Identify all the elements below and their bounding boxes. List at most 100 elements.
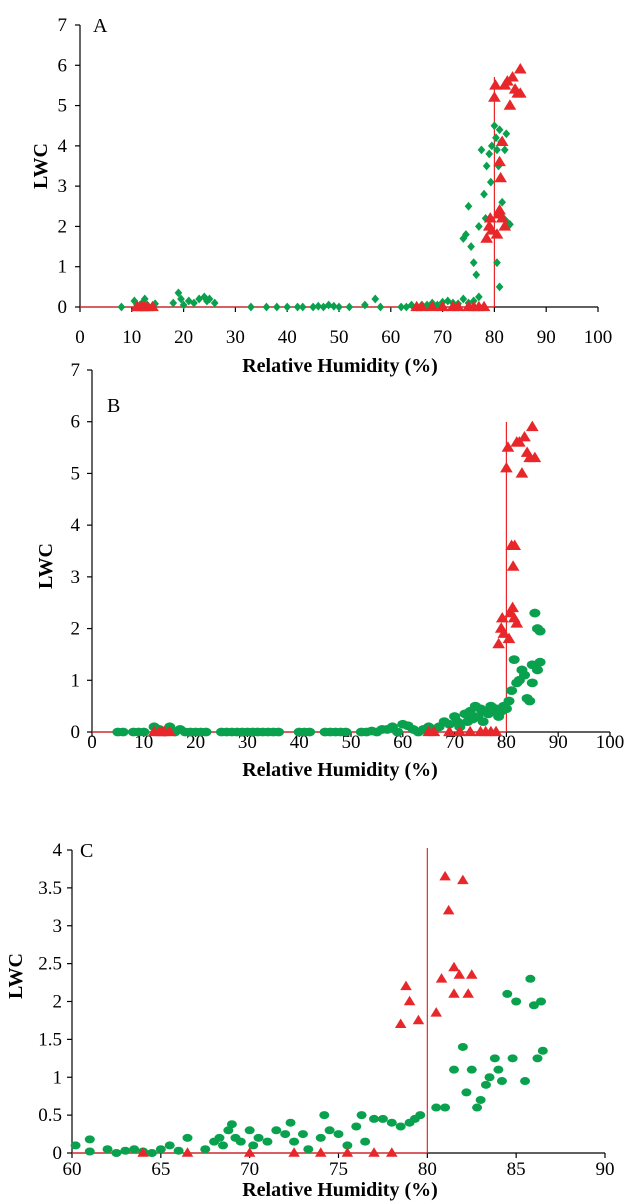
y-tick-label: 3.5 [38, 878, 62, 899]
x-tick-label: 30 [238, 732, 257, 753]
data-point [526, 678, 538, 688]
data-point [218, 1141, 229, 1150]
data-point [494, 171, 507, 183]
data-point [402, 302, 411, 312]
data-point [480, 232, 493, 243]
data-point [528, 451, 542, 463]
panel-a-ylabel: LWC [30, 143, 52, 189]
data-point [536, 997, 547, 1006]
data-point [243, 1147, 256, 1157]
x-tick-label: 60 [63, 1159, 82, 1180]
panel-c-ylabel: LWC [5, 953, 27, 999]
data-point [304, 727, 316, 737]
data-point [459, 294, 468, 304]
y-tick-label: 1 [53, 1067, 63, 1088]
data-point [477, 300, 491, 312]
data-point [489, 79, 502, 90]
data-point [506, 220, 514, 229]
data-point [534, 626, 546, 636]
data-point [169, 298, 178, 308]
x-tick-label: 70 [240, 1159, 259, 1180]
data-point [111, 1149, 122, 1157]
data-point [280, 1130, 291, 1139]
data-point [235, 1137, 246, 1146]
data-point [489, 725, 503, 737]
y-tick-label: 2.5 [38, 954, 62, 975]
data-point [179, 300, 188, 310]
y-tick-label: 1.5 [38, 1029, 62, 1050]
data-point [501, 441, 515, 452]
x-tick-label: 20 [186, 732, 205, 753]
data-point [519, 670, 531, 680]
x-tick-label: 70 [445, 732, 464, 753]
data-point [214, 1133, 225, 1142]
x-tick-label: 20 [174, 327, 193, 348]
data-point [181, 1147, 194, 1157]
data-point [506, 71, 519, 82]
y-tick-label: 0 [71, 722, 81, 743]
panel-c-label: C [80, 840, 93, 862]
data-point [507, 1054, 518, 1063]
data-point [177, 294, 185, 304]
triangle-series [137, 870, 478, 1157]
data-point [298, 302, 307, 312]
data-point [490, 228, 504, 239]
x-tick-label: 0 [75, 327, 85, 348]
x-tick-label: 40 [278, 327, 297, 348]
y-tick-label: 0 [58, 297, 68, 318]
data-point [289, 1137, 300, 1146]
data-point [397, 302, 406, 312]
data-point [506, 560, 520, 571]
data-point [262, 302, 271, 312]
data-point [500, 145, 509, 155]
data-point [487, 141, 496, 151]
data-point [371, 294, 380, 304]
panel-a-xlabel: Relative Humidity (%) [242, 355, 438, 377]
data-point [493, 258, 501, 268]
data-point [146, 1149, 157, 1157]
data-point [403, 995, 416, 1006]
data-point [155, 1145, 166, 1154]
data-point [412, 1014, 425, 1025]
data-point [117, 727, 129, 737]
panel-b-xlabel: Relative Humidity (%) [242, 759, 438, 781]
data-point [495, 212, 509, 223]
data-point [502, 632, 516, 644]
data-point [464, 201, 473, 211]
y-tick-label: 7 [71, 360, 81, 381]
data-point [400, 980, 412, 991]
data-point [496, 1077, 507, 1086]
data-point [174, 288, 183, 298]
data-point [248, 1141, 259, 1150]
data-point [492, 637, 505, 649]
data-point [163, 725, 177, 737]
data-point [137, 1147, 149, 1157]
data-point [407, 300, 416, 310]
x-tick-label: 40 [290, 732, 309, 753]
y-tick-label: 4 [53, 840, 63, 861]
data-point [377, 1114, 388, 1123]
x-tick-label: 90 [537, 327, 556, 348]
data-point [262, 1137, 273, 1146]
data-point [453, 725, 467, 737]
y-tick-label: 6 [58, 55, 68, 76]
panel-b-label: B [107, 395, 120, 417]
data-point [303, 1145, 314, 1154]
x-tick-label: 100 [596, 732, 625, 753]
y-tick-label: 2 [53, 992, 63, 1013]
x-tick-label: 70 [433, 327, 452, 348]
data-point [436, 300, 449, 312]
data-point [200, 727, 212, 737]
data-point [503, 99, 517, 110]
data-point [84, 1135, 95, 1144]
data-point [453, 969, 466, 979]
data-point [315, 1133, 326, 1142]
data-point [309, 302, 317, 312]
data-point [226, 1120, 237, 1129]
data-point [368, 1147, 380, 1157]
data-point [472, 1103, 483, 1112]
data-point [469, 258, 478, 268]
data-point [272, 302, 281, 312]
